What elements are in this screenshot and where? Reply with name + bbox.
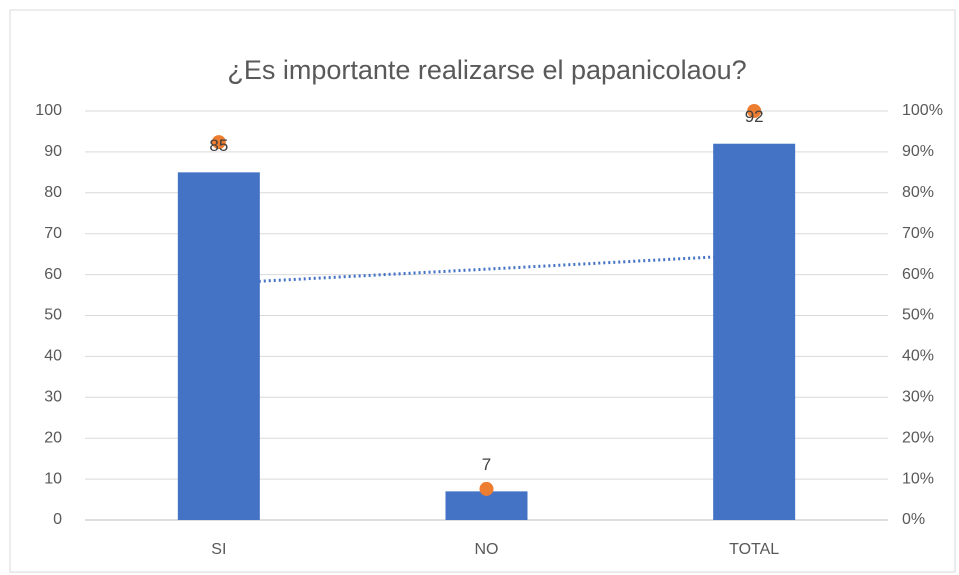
y-tick-label: 80 bbox=[44, 184, 62, 201]
point bbox=[211, 135, 226, 150]
y2-tick-label: 20% bbox=[902, 429, 934, 446]
x-tick-label: NO bbox=[475, 541, 499, 558]
y-tick-label: 60 bbox=[44, 266, 62, 283]
y-tick-label: 90 bbox=[44, 143, 62, 160]
chart-border bbox=[9, 9, 956, 573]
y-tick-label: 10 bbox=[44, 470, 62, 487]
point bbox=[479, 481, 494, 496]
x-tick-label: SI bbox=[211, 541, 226, 558]
y-tick-label: 40 bbox=[44, 348, 62, 365]
trendline bbox=[218, 253, 755, 285]
bar bbox=[445, 491, 528, 520]
y2-tick-label: 90% bbox=[902, 143, 934, 160]
point bbox=[747, 104, 762, 118]
y2-tick-label: 80% bbox=[902, 184, 934, 201]
y-tick-label: 50 bbox=[44, 307, 62, 324]
y-tick-label: 30 bbox=[44, 389, 62, 406]
y-tick-label: 70 bbox=[44, 225, 62, 242]
y2-tick-label: 100% bbox=[902, 102, 943, 119]
y2-tick-label: 50% bbox=[902, 307, 934, 324]
data-label: 92 bbox=[745, 107, 764, 126]
bar bbox=[177, 172, 260, 520]
y2-tick-label: 60% bbox=[902, 266, 934, 283]
y2-tick-label: 0% bbox=[902, 511, 925, 528]
data-label: 85 bbox=[209, 136, 228, 155]
data-label: 7 bbox=[482, 455, 491, 474]
y-tick-label: 20 bbox=[44, 429, 62, 446]
x-tick-label: TOTAL bbox=[729, 541, 779, 558]
y2-tick-label: 70% bbox=[902, 225, 934, 242]
y2-tick-label: 30% bbox=[902, 389, 934, 406]
bar bbox=[713, 143, 796, 520]
y-tick-label: 0 bbox=[53, 511, 62, 528]
y2-tick-label: 40% bbox=[902, 348, 934, 365]
chart-title: ¿Es importante realizarse el papanicolao… bbox=[227, 55, 746, 85]
y-tick-label: 100 bbox=[35, 102, 62, 119]
y2-tick-label: 10% bbox=[902, 470, 934, 487]
